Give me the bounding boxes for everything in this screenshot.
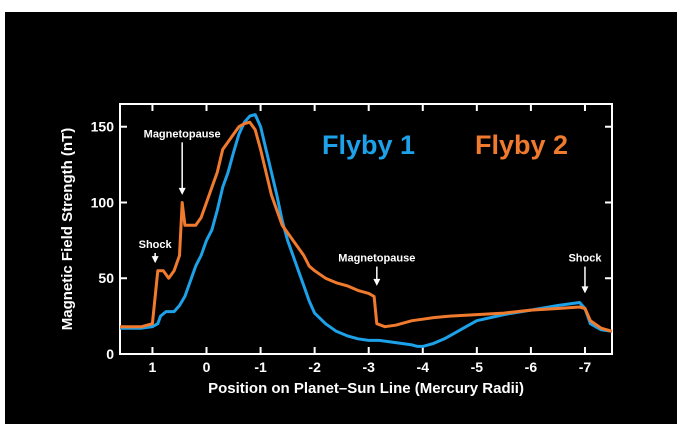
- legend-flyby-2: Flyby 2: [475, 130, 568, 160]
- x-tick-label: -6: [525, 359, 538, 375]
- y-tick-label: 0: [106, 346, 114, 362]
- annotation-arrow-head: [151, 256, 159, 264]
- annotation-arrow-head: [178, 187, 186, 195]
- series-line-flyby-2: [120, 120, 613, 333]
- x-tick-label: -7: [579, 359, 592, 375]
- annotation-arrow-head: [373, 278, 381, 286]
- figure-background: 1 0 -1 -2 -3 -4 -5 -6 -7 0 50 100 150 Shock Magnetopa…: [5, 12, 677, 424]
- x-axis-title: Position on Planet–Sun Line (Mercury Rad…: [208, 380, 524, 397]
- annotation-label: Shock: [568, 253, 602, 265]
- x-tick-label: -2: [308, 359, 321, 375]
- y-axis-title: Magnetic Field Strength (nT): [59, 128, 76, 331]
- annotation-layer: Shock Magnetopause Magnetopause Shock: [139, 128, 602, 294]
- series-layer: [120, 113, 613, 348]
- annotation-label: Shock: [139, 239, 173, 251]
- y-tick-label: 100: [91, 194, 115, 210]
- plot-frame: [119, 103, 613, 355]
- y-tick-label: 150: [91, 119, 115, 135]
- annotation-label: Magnetopause: [144, 128, 221, 140]
- annotation-arrow-head: [581, 286, 589, 294]
- x-tick-label: -5: [471, 359, 484, 375]
- axis-ticks: 1 0 -1 -2 -3 -4 -5 -6 -7 0 50 100 150: [91, 104, 612, 375]
- x-tick-label: -1: [254, 359, 267, 375]
- x-tick-label: -4: [417, 359, 430, 375]
- y-tick-label: 50: [98, 270, 114, 286]
- magnetic-field-chart: 1 0 -1 -2 -3 -4 -5 -6 -7 0 50 100 150 Shock Magnetopa…: [59, 103, 613, 397]
- x-tick-label: -3: [362, 359, 375, 375]
- series-line-flyby-1: [120, 113, 613, 348]
- annotation-label: Magnetopause: [338, 253, 415, 265]
- x-tick-label: 0: [203, 359, 211, 375]
- x-tick-label: 1: [149, 359, 157, 375]
- legend-flyby-1: Flyby 1: [322, 130, 415, 160]
